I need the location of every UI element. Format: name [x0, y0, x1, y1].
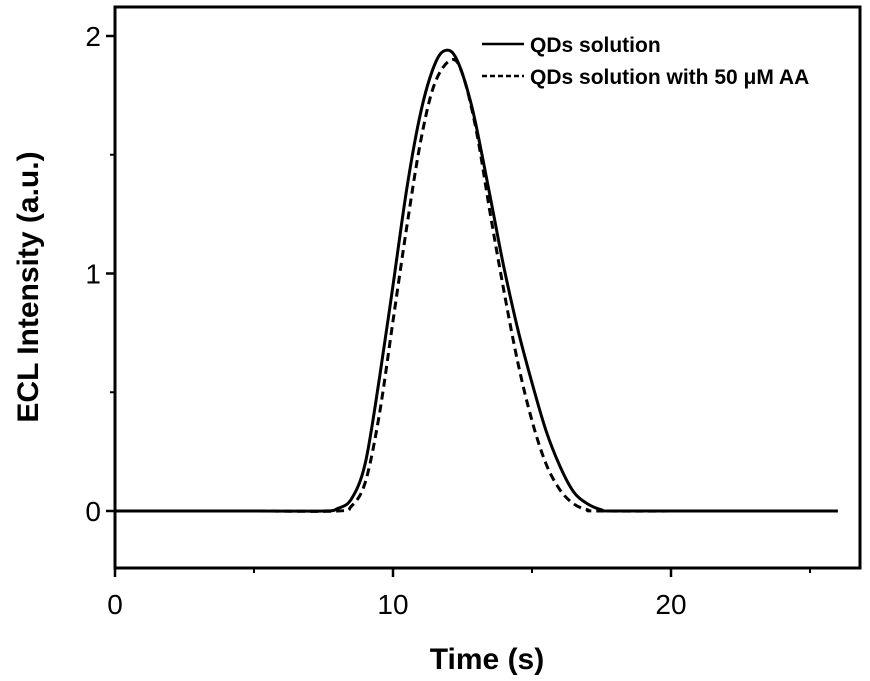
y-tick-label: 0 [85, 496, 101, 527]
series-line-qds [115, 48, 838, 513]
plot-frame [113, 5, 862, 570]
y-tick-label: 1 [85, 259, 101, 290]
series-line-qds-with-aa [115, 57, 838, 513]
legend-label: QDs solution [530, 34, 661, 57]
legend: QDs solution QDs solution with 50 μM AA [482, 34, 809, 89]
x-tick-label: 20 [655, 589, 686, 620]
y-axis-ticks: 0 1 2 [85, 21, 115, 527]
legend-label: QDs solution with 50 μM AA [530, 66, 809, 89]
x-axis-title: Time (s) [430, 643, 544, 676]
x-axis-ticks: 0 10 20 [107, 568, 811, 620]
series-layer [115, 48, 838, 513]
x-tick-label: 0 [107, 589, 123, 620]
x-tick-label: 10 [377, 589, 408, 620]
y-axis-title: ECL Intensity (a.u.) [12, 151, 45, 422]
y-tick-label: 2 [85, 21, 101, 52]
